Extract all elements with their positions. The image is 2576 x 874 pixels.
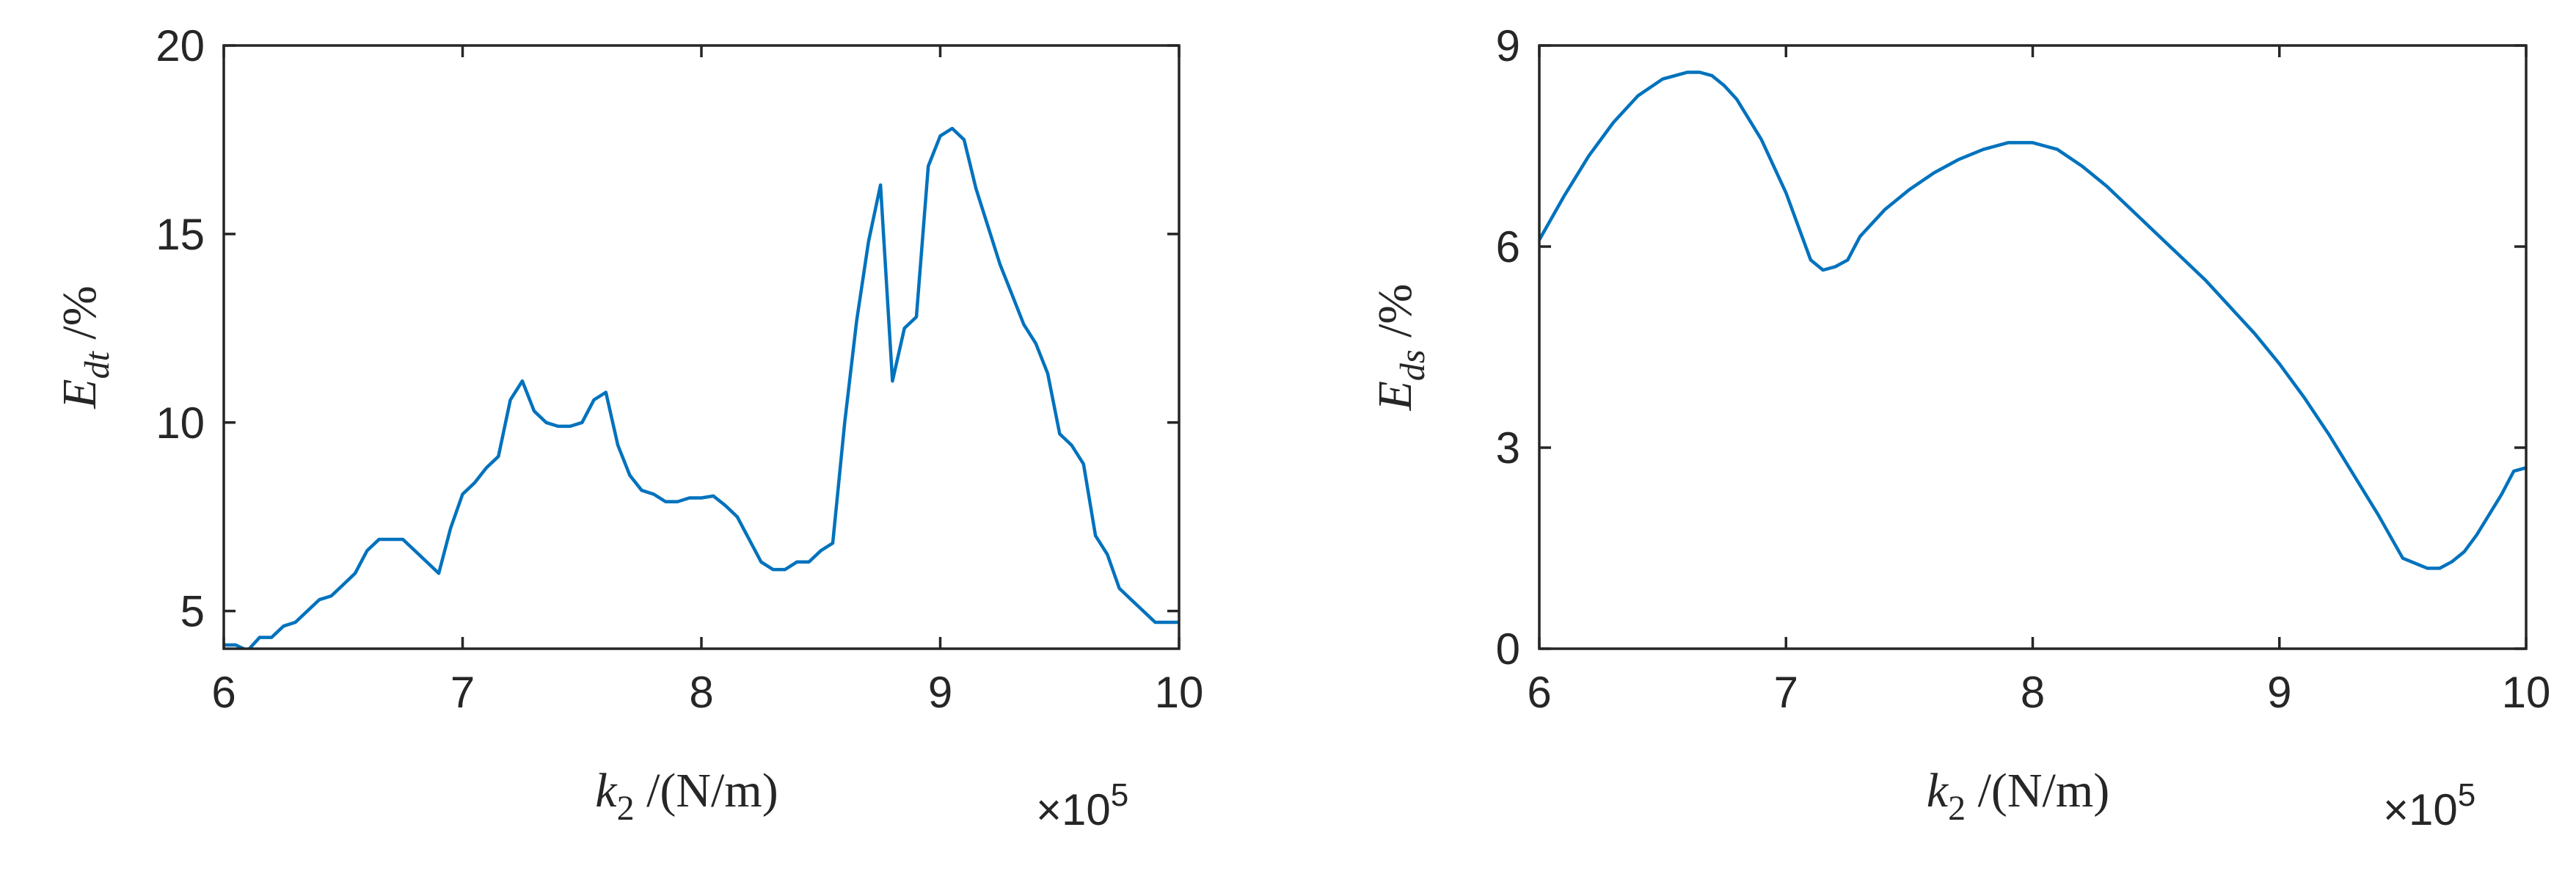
x-axis-label-sub: 2 [1948, 789, 1966, 828]
x-axis-label: k2 /(N/m) [1927, 764, 2109, 828]
y-axis-label-sub: dt [78, 350, 117, 379]
x-exponent-power: 5 [2458, 777, 2475, 813]
x-axis-label-sub: 2 [617, 789, 635, 828]
y-axis-label-sub: ds [1393, 349, 1432, 381]
chart-right: 6 7 8 9 10 0 3 6 9 k2 /(N/m) ×105 Eds /% [1368, 21, 2550, 834]
x-tick-label: 6 [1527, 668, 1551, 717]
x-axis-label: k2 /(N/m) [595, 764, 778, 828]
x-tick-label: 7 [450, 668, 475, 717]
x-axis-label-var: k [1927, 764, 1949, 817]
x-tick-label: 6 [211, 668, 236, 717]
x-axis-label-var: k [595, 764, 618, 817]
y-tick-label: 6 [1496, 222, 1520, 272]
y-axis-label-var: E [53, 379, 106, 409]
x-axis-label-unit: /(N/m) [635, 764, 778, 817]
x-exponent-base: ×10 [1036, 785, 1111, 834]
x-tick-label: 10 [2502, 668, 2551, 717]
y-tick-label: 20 [156, 21, 205, 70]
y-axis-label-unit: /% [53, 285, 106, 352]
y-tick-label: 0 [1496, 624, 1520, 674]
x-tick-label: 9 [928, 668, 952, 717]
x-exponent-power: 5 [1111, 777, 1128, 813]
x-tick-label: 10 [1155, 668, 1204, 717]
series-line [224, 126, 1179, 649]
plot-frame [1538, 44, 2528, 650]
x-tick-label: 8 [2021, 668, 2045, 717]
series-line [1539, 70, 2526, 570]
x-tick-label: 8 [689, 668, 713, 717]
x-axis-label-unit: /(N/m) [1966, 764, 2109, 817]
y-tick-label: 3 [1496, 423, 1520, 473]
y-axis-label: Eds /% [1368, 284, 1432, 412]
y-tick-label: 9 [1496, 21, 1520, 70]
x-tick-label: 9 [2267, 668, 2291, 717]
y-tick-label: 10 [156, 398, 205, 448]
y-axis-label-var: E [1368, 381, 1422, 411]
y-tick-label: 5 [180, 587, 205, 636]
y-tick-label: 15 [156, 210, 205, 259]
x-exponent-label: ×105 [2383, 777, 2475, 834]
x-exponent-base: ×10 [2383, 785, 2458, 834]
y-axis-label: Edt /% [53, 285, 117, 409]
x-tick-label: 7 [1774, 668, 1798, 717]
y-axis-label-unit: /% [1368, 284, 1422, 350]
x-exponent-label: ×105 [1036, 777, 1128, 834]
